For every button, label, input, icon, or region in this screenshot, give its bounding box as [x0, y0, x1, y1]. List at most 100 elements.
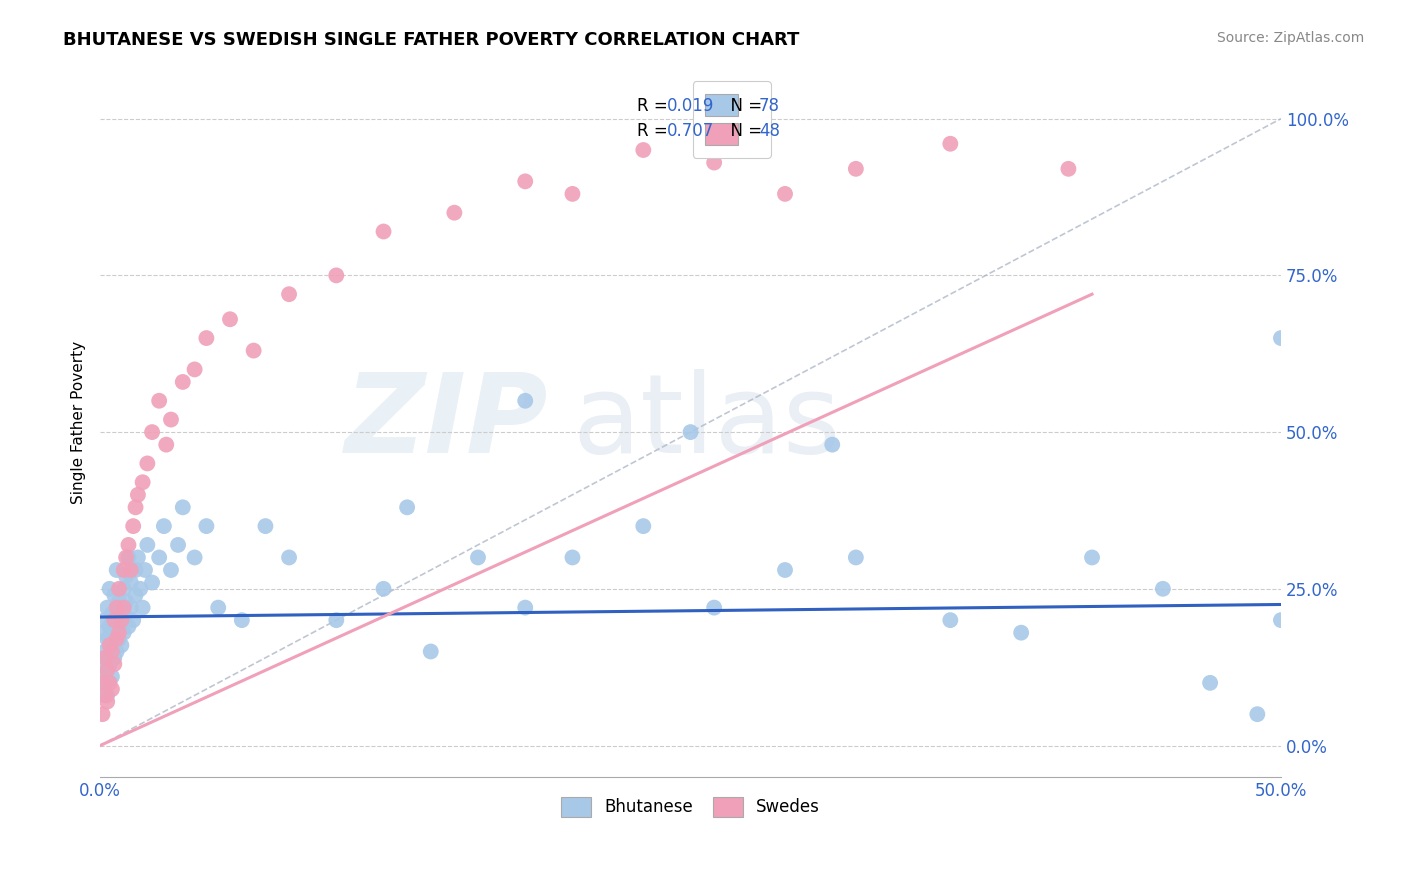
Text: R =: R = [637, 97, 673, 115]
Point [108, 625, 131, 640]
Point [515, 600, 537, 615]
Point [94, 644, 117, 658]
Point [115, 550, 138, 565]
Legend: Bhutanese, Swedes: Bhutanese, Swedes [553, 789, 828, 825]
Point [131, 600, 153, 615]
Point [103, 613, 125, 627]
Point [939, 613, 962, 627]
Text: atlas: atlas [572, 369, 841, 476]
Point [96, 695, 118, 709]
Point [325, 268, 347, 283]
Point [91, 707, 114, 722]
Point [1270, 613, 1292, 627]
Text: Source: ZipAtlas.com: Source: ZipAtlas.com [1216, 31, 1364, 45]
Point [443, 205, 465, 219]
Point [160, 412, 183, 426]
Point [120, 563, 142, 577]
Point [679, 425, 702, 439]
Point [141, 575, 163, 590]
Point [129, 582, 152, 596]
Point [108, 619, 131, 633]
Point [127, 488, 149, 502]
Point [98, 582, 121, 596]
Point [373, 225, 395, 239]
Point [127, 550, 149, 565]
Point [112, 563, 135, 577]
Point [148, 550, 170, 565]
Point [120, 575, 142, 590]
Text: N =: N = [720, 97, 768, 115]
Point [94, 613, 117, 627]
Point [112, 607, 135, 621]
Point [561, 550, 583, 565]
Text: BHUTANESE VS SWEDISH SINGLE FATHER POVERTY CORRELATION CHART: BHUTANESE VS SWEDISH SINGLE FATHER POVER… [63, 31, 800, 49]
Point [98, 676, 121, 690]
Point [103, 625, 125, 640]
Text: 78: 78 [759, 97, 780, 115]
Point [183, 550, 205, 565]
Point [110, 613, 132, 627]
Point [396, 500, 419, 515]
Point [561, 186, 583, 201]
Point [703, 155, 725, 169]
Point [207, 600, 229, 615]
Point [773, 563, 796, 577]
Point [1199, 676, 1222, 690]
Text: 0.019: 0.019 [666, 97, 714, 115]
Point [101, 638, 124, 652]
Text: N =: N = [720, 121, 768, 140]
Point [141, 425, 163, 439]
Point [105, 632, 128, 646]
Point [108, 632, 131, 646]
Point [419, 644, 441, 658]
Point [148, 393, 170, 408]
Point [124, 588, 146, 602]
Point [845, 161, 868, 176]
Point [195, 519, 218, 533]
Point [373, 582, 395, 596]
Point [131, 475, 153, 490]
Point [101, 607, 124, 621]
Point [254, 519, 277, 533]
Point [105, 644, 128, 658]
Point [195, 331, 218, 345]
Point [821, 437, 844, 451]
Point [325, 613, 347, 627]
Point [110, 613, 132, 627]
Point [1081, 550, 1104, 565]
Point [167, 538, 190, 552]
Point [94, 676, 117, 690]
Point [242, 343, 264, 358]
Point [96, 663, 118, 677]
Point [112, 625, 135, 640]
Point [98, 657, 121, 671]
Point [115, 569, 138, 583]
Point [515, 393, 537, 408]
Point [231, 613, 253, 627]
Point [219, 312, 242, 326]
Point [112, 582, 135, 596]
Point [1010, 625, 1032, 640]
Point [91, 676, 114, 690]
Point [105, 600, 128, 615]
Point [122, 613, 145, 627]
Point [278, 550, 301, 565]
Point [136, 457, 159, 471]
Point [108, 582, 131, 596]
Point [136, 538, 159, 552]
Point [515, 174, 537, 188]
Point [101, 644, 124, 658]
Point [939, 136, 962, 151]
Point [96, 600, 118, 615]
Point [91, 625, 114, 640]
Text: 0.707: 0.707 [666, 121, 714, 140]
Point [633, 143, 655, 157]
Point [633, 519, 655, 533]
Point [183, 362, 205, 376]
Point [160, 563, 183, 577]
Point [1057, 161, 1080, 176]
Point [172, 375, 194, 389]
Text: R =: R = [637, 121, 673, 140]
Point [101, 682, 124, 697]
Point [467, 550, 489, 565]
